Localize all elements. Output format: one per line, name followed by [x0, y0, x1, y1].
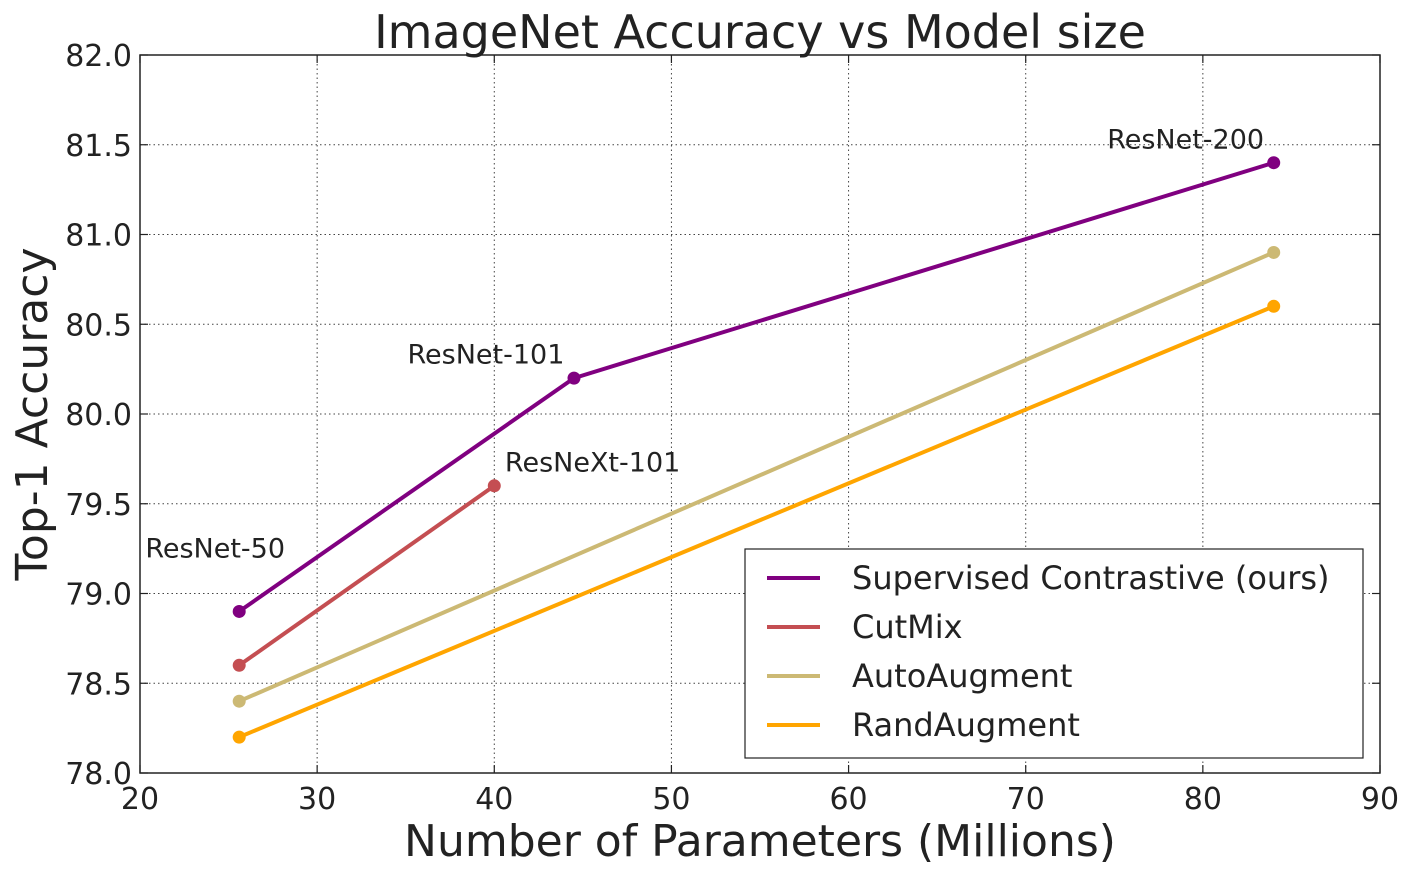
data-point-supervised-contrastive-ours [232, 604, 246, 618]
x-tick-label: 70 [1007, 782, 1045, 817]
chart-title: ImageNet Accuracy vs Model size [374, 5, 1146, 59]
data-point-autoaugment [1267, 245, 1281, 259]
y-tick-label: 81.0 [65, 219, 132, 254]
y-tick-label: 78.5 [65, 667, 132, 702]
y-tick-label: 82.0 [65, 39, 132, 74]
y-axis-label: Top-1 Accuracy [7, 248, 58, 582]
x-tick-label: 40 [475, 782, 513, 817]
ticks: 20 30 40 50 60 70 80 90 78.0 78.5 79.0 79.5 80.0 80.5… [65, 39, 1399, 817]
annotations: ResNet-50 ResNet-101 ResNeXt-101 ResNet-200 [145, 124, 1264, 564]
data-point-supervised-contrastive-ours [1267, 156, 1281, 170]
data-point-supervised-contrastive-ours [567, 371, 581, 385]
annotation-label: ResNet-200 [1107, 124, 1264, 155]
data-point-cutmix [232, 658, 246, 672]
legend: Supervised Contrastive (ours) CutMix AutoA… [744, 548, 1364, 759]
x-tick-label: 90 [1361, 782, 1399, 817]
annotation-label: ResNet-101 [407, 340, 564, 371]
plot-frame [139, 54, 1381, 774]
series-layer [232, 156, 1281, 744]
data-point-randaugment [1267, 299, 1281, 313]
data-point-randaugment [232, 730, 246, 744]
annotation-label: ResNet-50 [145, 534, 285, 565]
legend-frame [744, 548, 1364, 759]
legend-label: Supervised Contrastive (ours) [852, 559, 1330, 597]
x-tick-label: 60 [829, 782, 867, 817]
y-tick-label: 80.5 [65, 308, 132, 343]
x-tick-label: 30 [298, 782, 336, 817]
series-line-cutmix [238, 484, 496, 667]
legend-label: CutMix [852, 608, 963, 646]
y-tick-label: 79.5 [65, 488, 132, 523]
x-axis-label: Number of Parameters (Millions) [404, 816, 1116, 867]
x-tick-label: 20 [121, 782, 159, 817]
legend-label: RandAugment [852, 706, 1080, 744]
y-tick-label: 78.0 [65, 757, 132, 792]
y-tick-label: 79.0 [65, 578, 132, 613]
series-line-autoaugment [238, 250, 1275, 704]
y-tick-label: 80.0 [65, 398, 132, 433]
annotation-label: ResNeXt-101 [505, 447, 680, 478]
data-point-autoaugment [232, 694, 246, 708]
y-tick-label: 81.5 [65, 129, 132, 164]
data-point-cutmix [487, 479, 501, 493]
x-tick-label: 80 [1184, 782, 1222, 817]
series-line-supervised-contrastive-ours [238, 160, 1275, 614]
x-tick-label: 50 [652, 782, 690, 817]
series-line-randaugment [238, 304, 1275, 739]
legend-label: AutoAugment [852, 657, 1072, 695]
